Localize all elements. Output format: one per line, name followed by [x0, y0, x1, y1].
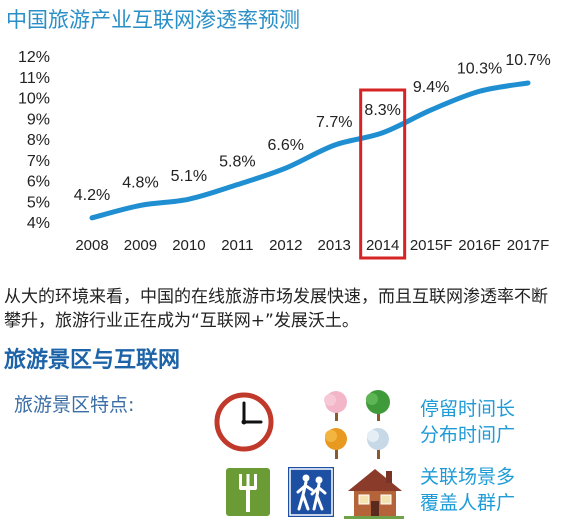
- x-tick-label: 2017F: [507, 237, 550, 254]
- feature-line: 关联场景多: [420, 466, 516, 488]
- section-title: 旅游景区与互联网: [4, 348, 181, 373]
- chart-title: 中国旅游产业互联网渗透率预测: [6, 8, 300, 32]
- x-tick-label: 2008: [75, 237, 108, 254]
- data-label: 6.6%: [268, 137, 304, 154]
- x-tick-label: 2009: [124, 237, 157, 254]
- x-tick-label: 2010: [172, 237, 205, 254]
- restaurant-icon: [226, 468, 270, 516]
- y-tick-label: 11%: [19, 70, 50, 87]
- house-icon: [344, 469, 404, 519]
- data-label: 10.3%: [457, 60, 502, 77]
- y-tick-label: 7%: [27, 153, 50, 170]
- series-line: [89, 80, 531, 221]
- feature-line: 覆盖人群广: [420, 492, 516, 514]
- feature-group-1: 停留时间长 分布时间广: [420, 396, 515, 448]
- x-tick-label: 2011: [221, 237, 253, 254]
- feature-group-2: 关联场景多 覆盖人群广: [420, 464, 515, 516]
- feature-line: 停留时间长: [420, 398, 516, 420]
- data-label: 5.8%: [219, 154, 255, 171]
- y-tick-label: 10%: [18, 91, 50, 108]
- x-tick-label: 2012: [269, 237, 302, 254]
- y-tick-label: 8%: [27, 132, 50, 149]
- data-label: 9.4%: [413, 79, 449, 96]
- line-chart: 4% 5% 6% 7% 8% 9% 10% 11% 12% 2008 2009 2010 2011 20…: [18, 49, 551, 260]
- x-tick-label: 2016F: [458, 237, 501, 254]
- y-tick-label: 4%: [27, 215, 50, 232]
- y-tick-label: 12%: [18, 49, 50, 66]
- clock-icon: [214, 392, 274, 452]
- data-label: 10.7%: [505, 52, 550, 69]
- x-tick-label: 2015F: [410, 237, 453, 254]
- seasons-trees-icon: [324, 390, 390, 459]
- data-label: 7.7%: [316, 114, 352, 131]
- hikers-sign-icon: [286, 465, 336, 519]
- feature-line: 分布时间广: [420, 424, 516, 446]
- x-tick-label: 2014: [366, 237, 399, 254]
- highlight-box: [359, 88, 407, 260]
- y-tick-label: 9%: [27, 111, 50, 128]
- y-tick-label: 5%: [27, 194, 50, 211]
- y-tick-label: 6%: [27, 174, 50, 191]
- x-tick-label: 2013: [318, 237, 351, 254]
- data-label: 8.3%: [364, 102, 400, 119]
- data-label: 5.1%: [171, 168, 207, 185]
- data-label: 4.2%: [74, 187, 110, 204]
- data-label: 4.8%: [122, 174, 158, 191]
- summary-paragraph: 从大的环境来看，中国的在线旅游市场发展快速，而且互联网渗透率不断攀升，旅游行业正…: [4, 287, 548, 331]
- features-label: 旅游景区特点:: [14, 394, 135, 416]
